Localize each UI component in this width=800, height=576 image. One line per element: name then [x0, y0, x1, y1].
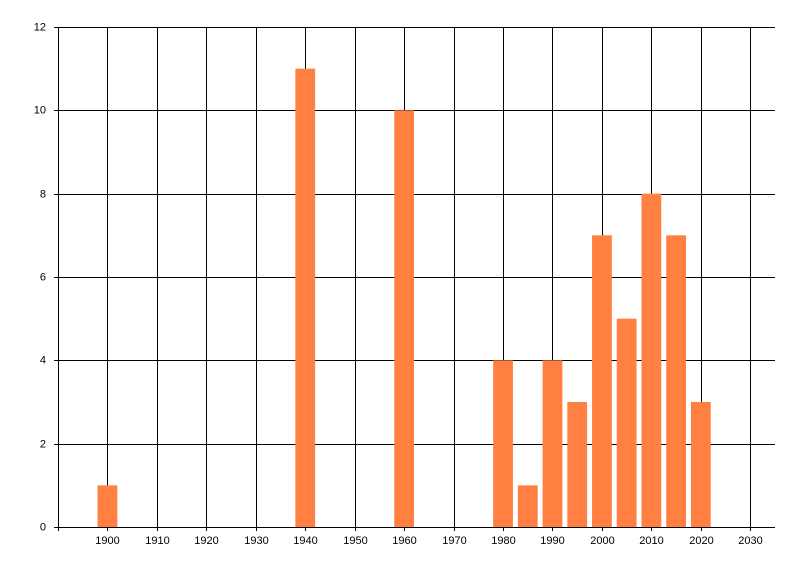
- bar: [97, 485, 118, 527]
- x-tick-label: 1990: [540, 535, 564, 547]
- bar: [542, 360, 563, 527]
- bar: [295, 68, 316, 528]
- y-tick-label: 12: [34, 21, 46, 33]
- x-tick-label: 2010: [639, 535, 663, 547]
- y-tick-label: 10: [34, 104, 46, 116]
- x-tick-label: 2020: [689, 535, 713, 547]
- x-tick-label: 1920: [194, 535, 218, 547]
- bar: [666, 235, 686, 528]
- bar: [517, 485, 538, 527]
- x-tick-label: 1960: [392, 535, 416, 547]
- x-tick-label: 1900: [95, 535, 119, 547]
- x-tick-label: 2030: [738, 535, 762, 547]
- y-tick-label: 0: [40, 521, 46, 533]
- x-tick-label: 1980: [491, 535, 515, 547]
- bar: [592, 235, 612, 528]
- y-tick-label: 4: [40, 354, 46, 366]
- bar: [616, 318, 637, 527]
- y-tick-label: 2: [40, 438, 46, 450]
- x-tick-label: 1970: [442, 535, 466, 547]
- y-tick-label: 8: [40, 188, 46, 200]
- x-tick-label: 2000: [590, 535, 614, 547]
- x-tick-label: 1950: [343, 535, 367, 547]
- y-tick-label: 6: [40, 271, 46, 283]
- x-tick-label: 1930: [244, 535, 268, 547]
- x-tick-label: 1940: [293, 535, 317, 547]
- bar: [567, 402, 588, 527]
- bar: [394, 110, 415, 527]
- bar: [690, 402, 711, 527]
- x-tick-label: 1910: [145, 535, 169, 547]
- bar: [493, 360, 513, 527]
- bar: [641, 193, 662, 527]
